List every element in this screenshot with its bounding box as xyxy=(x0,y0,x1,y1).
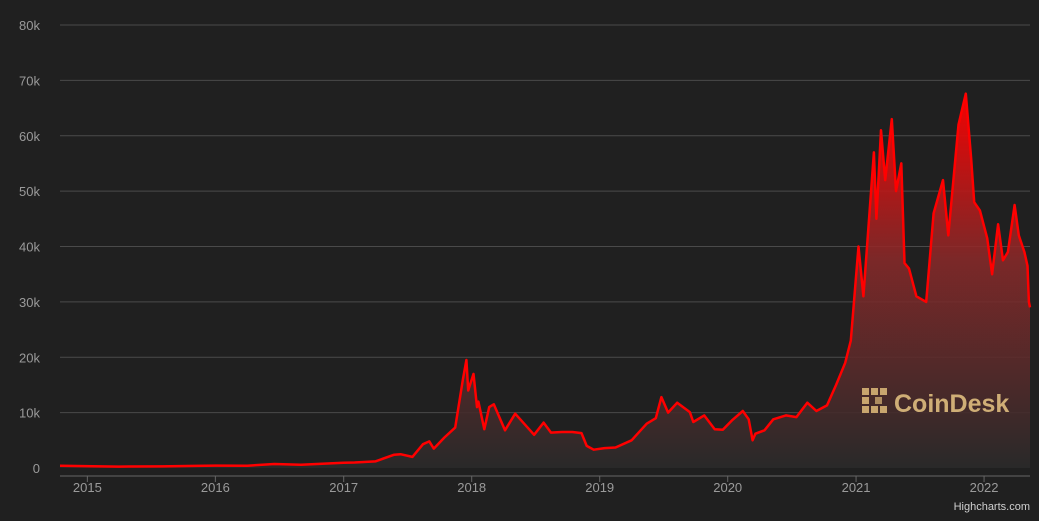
x-tick-label: 2017 xyxy=(329,480,358,495)
x-axis: 2015 2016 2017 2018 2019 2020 2021 2022 xyxy=(60,475,1030,495)
x-tick-label: 2022 xyxy=(970,480,999,495)
x-tick-label: 2015 xyxy=(73,480,102,495)
highcharts-credits[interactable]: Highcharts.com xyxy=(954,501,1030,513)
coindesk-logo-icon xyxy=(862,388,887,413)
y-tick-label: 80k xyxy=(19,18,40,33)
grid-lines xyxy=(60,24,1030,414)
y-tick-label: 30k xyxy=(19,295,40,310)
x-tick-label: 2018 xyxy=(457,480,486,495)
watermark-text: CoinDesk xyxy=(894,390,1009,418)
x-tick-label: 2016 xyxy=(201,480,230,495)
series-area-fill xyxy=(60,93,1030,468)
y-tick-label: 70k xyxy=(19,73,40,88)
y-tick-label: 10k xyxy=(19,406,40,421)
y-tick-label: 0 xyxy=(33,461,40,476)
y-tick-label: 40k xyxy=(19,240,40,255)
x-tick-label: 2020 xyxy=(713,480,742,495)
x-tick-label: 2021 xyxy=(842,480,871,495)
coindesk-watermark: CoinDesk xyxy=(862,388,1009,418)
y-axis: 0 10k 20k 30k 40k 50k 60k 70k 80k xyxy=(19,18,40,476)
y-tick-label: 50k xyxy=(19,184,40,199)
y-tick-label: 60k xyxy=(19,129,40,144)
series-line[interactable] xyxy=(59,92,1032,468)
y-tick-label: 20k xyxy=(19,350,40,365)
series-area xyxy=(59,92,1032,468)
x-tick-label: 2019 xyxy=(585,480,614,495)
